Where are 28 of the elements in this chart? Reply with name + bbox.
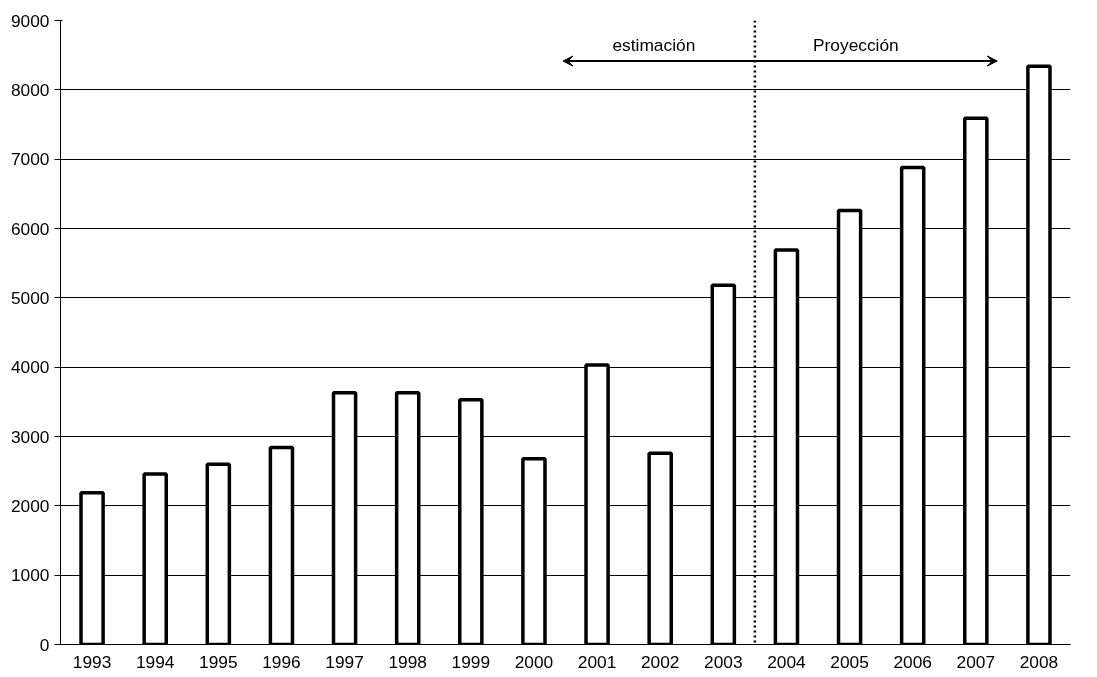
- x-tick-label: 2005: [830, 651, 869, 672]
- x-tick-label: 2006: [893, 651, 932, 672]
- x-tick-label: 2003: [704, 651, 743, 672]
- x-tick-label: 2001: [577, 651, 617, 672]
- x-tick-label: 1996: [262, 651, 301, 672]
- x-tick-label: 2002: [640, 651, 680, 672]
- y-tick-label: 0: [39, 634, 50, 655]
- x-tick-label: 2004: [767, 651, 807, 672]
- x-tick-label: 1993: [72, 651, 112, 672]
- x-tick-label: 1997: [325, 651, 364, 672]
- annotation: Proyección: [813, 35, 899, 56]
- y-tick-label: 2000: [10, 495, 50, 516]
- y-tick-label: 9000: [10, 10, 50, 31]
- y-tick-label: 7000: [10, 149, 50, 170]
- x-tick-label: 2007: [956, 651, 996, 672]
- y-tick-label: 1000: [10, 565, 50, 586]
- x-tick-label: 2000: [514, 651, 554, 672]
- x-tick-label: 1998: [388, 651, 427, 672]
- y-tick-label: 6000: [10, 218, 50, 239]
- x-tick-label: 1995: [199, 651, 238, 672]
- y-tick-label: 4000: [10, 357, 50, 378]
- y-tick-label: 5000: [10, 287, 50, 308]
- x-tick-label: 2008: [1019, 651, 1059, 672]
- x-tick-label: 1994: [135, 651, 175, 672]
- y-tick-label: 8000: [10, 79, 50, 100]
- y-tick-label: 3000: [10, 426, 50, 447]
- x-tick-label: 1999: [451, 651, 491, 672]
- annotation: estimación: [612, 35, 696, 56]
